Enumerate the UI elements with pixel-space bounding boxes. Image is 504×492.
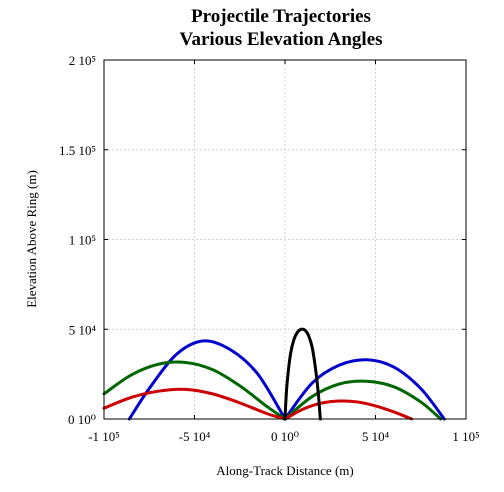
trajectory-line	[283, 399, 414, 421]
trajectory-line	[102, 360, 287, 421]
trajectory-line	[283, 327, 322, 421]
trajectory-line	[283, 358, 446, 421]
x-tick-labels: -1 10⁵ -5 10⁴ 0 10⁰ 5 10⁴ 1 10⁵	[88, 429, 479, 444]
chart-title: Projectile Trajectories	[191, 6, 371, 27]
trajectory-line	[102, 387, 287, 421]
x-tick-label: -5 10⁴	[179, 429, 211, 444]
y-tick-labels: 0 10⁰ 5 10⁴ 1 10⁵ 1.5 10⁵ 2 10⁵	[59, 53, 97, 427]
x-axis-label: Along-Track Distance (m)	[216, 463, 353, 478]
plot-frame	[103, 59, 467, 420]
y-tick-label: 0 10⁰	[68, 412, 96, 427]
y-axis-label: Elevation Above Ring (m)	[24, 170, 39, 308]
trajectory-line	[127, 339, 287, 421]
y-tick-label: 2 10⁵	[69, 53, 96, 68]
x-tick-label: 1 10⁵	[452, 429, 479, 444]
x-tick-label: -1 10⁵	[88, 429, 120, 444]
y-tick-label: 1.5 10⁵	[59, 143, 96, 158]
y-tick-label: 5 10⁴	[69, 322, 97, 337]
plot-series	[102, 327, 446, 421]
chart-subtitle: Various Elevation Angles	[179, 29, 382, 50]
x-tick-label: 0 10⁰	[271, 429, 299, 444]
x-tick-label: 5 10⁴	[362, 429, 390, 444]
y-tick-label: 1 10⁵	[69, 233, 96, 248]
trajectory-line	[283, 379, 443, 421]
